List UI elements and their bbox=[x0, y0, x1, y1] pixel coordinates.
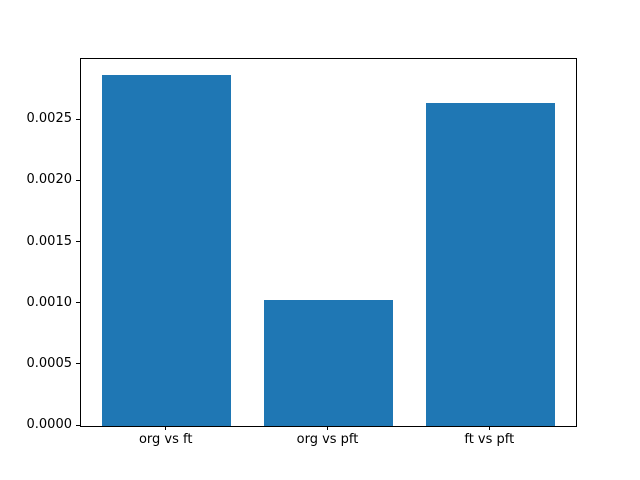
y-tick-mark bbox=[76, 118, 80, 120]
y-tick-label: 0.0015 bbox=[26, 233, 73, 249]
y-tick-mark bbox=[76, 241, 80, 242]
y-tick-mark bbox=[76, 424, 80, 426]
y-tick-mark bbox=[76, 363, 80, 365]
x-tick-label-org-vs-pft: org vs pft bbox=[296, 432, 359, 447]
y-tick-mark bbox=[76, 179, 80, 181]
x-tick-mark bbox=[165, 426, 167, 430]
x-tick-label-ft-vs-pft: ft vs pft bbox=[464, 432, 515, 447]
plot-area bbox=[80, 58, 577, 427]
y-tick-label: 0.0010 bbox=[26, 294, 73, 310]
bar-org-vs-ft bbox=[102, 74, 232, 426]
y-tick-label: 0.0025 bbox=[26, 111, 73, 127]
y-tick-label: 0.0000 bbox=[26, 417, 73, 432]
x-tick-mark bbox=[327, 426, 328, 430]
bar-org-vs-pft bbox=[263, 300, 394, 426]
y-tick-label: 0.0020 bbox=[26, 172, 73, 188]
bar-ft-vs-pft bbox=[425, 103, 555, 426]
x-tick-label-org-vs-ft: org vs ft bbox=[138, 432, 193, 447]
y-tick-mark bbox=[76, 302, 80, 304]
y-tick-label: 0.0005 bbox=[26, 355, 73, 371]
x-tick-mark bbox=[488, 426, 490, 430]
